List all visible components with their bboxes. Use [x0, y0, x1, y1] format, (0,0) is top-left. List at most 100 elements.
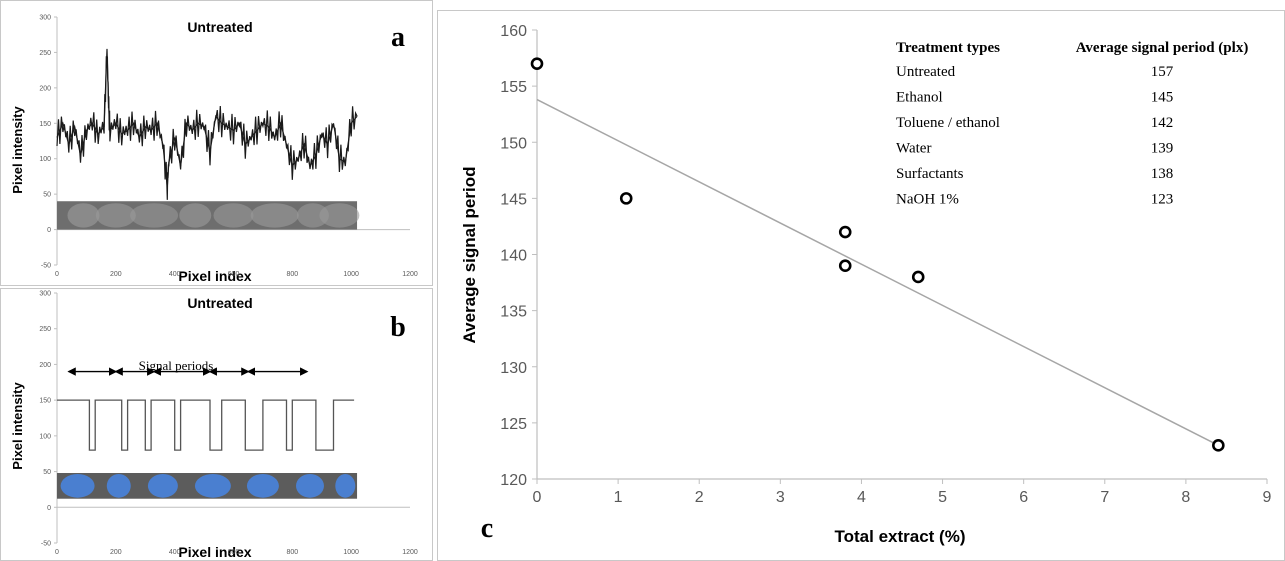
x-tick-label: 9 — [1263, 489, 1272, 506]
panel-a-ylabel: Pixel intensity — [10, 106, 25, 194]
y-tick-label: 150 — [39, 121, 51, 128]
fiber-cell — [95, 203, 136, 228]
panel-a-xlabel: Pixel index — [178, 268, 251, 284]
y-tick-label: 150 — [500, 135, 527, 152]
fiber-cell — [213, 203, 254, 228]
y-tick-label: 140 — [500, 248, 527, 265]
fiber-cell — [250, 203, 299, 228]
y-tick-label: 100 — [39, 433, 51, 440]
y-tick-label: 250 — [39, 326, 51, 333]
table-row-period: 142 — [1151, 115, 1174, 131]
data-point — [911, 270, 925, 284]
y-tick-label: 120 — [500, 472, 527, 489]
x-tick-label: 0 — [55, 271, 59, 278]
table-row-treatment: Toluene / ethanol — [896, 115, 1000, 131]
table-row-period: 138 — [1151, 166, 1174, 182]
panel-c-xlabel: Total extract (%) — [835, 527, 966, 546]
panel-c-ylabel: Average signal period — [460, 167, 479, 344]
x-tick-label: 400 — [169, 271, 181, 278]
panel-a-border — [0, 0, 433, 286]
fiber-cell — [179, 203, 212, 228]
panel-a: Untreated a Pixel index Pixel intensity … — [10, 15, 418, 285]
x-tick-label: 600 — [228, 271, 240, 278]
data-point — [1212, 439, 1225, 452]
panel-b-border — [0, 288, 433, 561]
y-tick-label: 125 — [500, 416, 527, 433]
x-tick-label: 8 — [1181, 489, 1190, 506]
x-tick-label: 0 — [533, 489, 542, 506]
x-tick-label: 5 — [938, 489, 947, 506]
table-row-treatment: Surfactants — [896, 166, 964, 182]
y-tick-label: 300 — [39, 291, 51, 298]
fiber-cell — [130, 203, 179, 228]
data-point — [530, 57, 544, 70]
x-tick-label: 600 — [228, 549, 240, 556]
panel-b-letter: b — [390, 312, 406, 343]
fiber-cell-blue — [106, 474, 131, 498]
fiber-cell-blue — [194, 474, 231, 498]
y-tick-label: 100 — [39, 156, 51, 163]
x-tick-label: 200 — [110, 549, 122, 556]
panel-a-title: Untreated — [187, 19, 252, 35]
fiber-cell — [319, 203, 360, 228]
y-tick-label: 130 — [500, 360, 527, 377]
table-row-treatment: Water — [896, 141, 931, 157]
panel-b-xlabel: Pixel index — [178, 544, 251, 560]
x-tick-label: 6 — [1019, 489, 1028, 506]
x-tick-label: 2 — [695, 489, 704, 506]
y-tick-label: 50 — [43, 469, 51, 476]
panel-b-title: Untreated — [187, 295, 252, 311]
fiber-cell — [296, 203, 329, 228]
data-point — [838, 225, 852, 239]
y-tick-label: 300 — [39, 15, 51, 22]
x-tick-label: 4 — [857, 489, 866, 506]
fiber-cell-blue — [60, 474, 95, 498]
y-tick-label: 145 — [500, 191, 527, 208]
fiber-cell — [67, 203, 100, 228]
table-row-period: 157 — [1151, 64, 1174, 80]
x-tick-label: 7 — [1100, 489, 1109, 506]
x-tick-label: 0 — [55, 549, 59, 556]
x-tick-label: 800 — [286, 271, 298, 278]
table-row-treatment: NaOH 1% — [896, 192, 959, 208]
data-point — [838, 259, 852, 273]
y-tick-label: 200 — [39, 85, 51, 92]
table-row-treatment: Untreated — [896, 64, 956, 80]
panel-b-ylabel: Pixel intensity — [10, 382, 25, 470]
panel-c-letter: c — [481, 513, 493, 544]
fiber-cell-blue — [147, 474, 178, 498]
table-row-period: 145 — [1151, 90, 1174, 106]
pixel-intensity-signal — [56, 56, 358, 200]
table-row-period: 139 — [1151, 141, 1174, 157]
y-tick-label: 0 — [47, 505, 51, 512]
panel-c: c Total extract (%) Average signal perio… — [460, 23, 1272, 546]
data-point — [619, 192, 633, 205]
table-header-period: Average signal period (plx) — [1076, 40, 1249, 56]
table-row-treatment: Ethanol — [896, 90, 943, 106]
y-tick-label: 50 — [43, 192, 51, 199]
x-tick-label: 1 — [614, 489, 623, 506]
square-wave-signal — [57, 399, 355, 451]
panel-b: Untreated b Signal periods Pixel index P… — [10, 291, 418, 561]
y-tick-label: -50 — [41, 263, 51, 270]
y-tick-label: 0 — [47, 227, 51, 234]
y-tick-label: 155 — [500, 79, 527, 96]
x-tick-label: 1200 — [402, 271, 418, 278]
x-tick-label: 1200 — [402, 549, 418, 556]
panel-b-annotation: Signal periods — [139, 358, 214, 373]
y-tick-label: 200 — [39, 362, 51, 369]
fiber-cell-blue — [246, 474, 279, 498]
x-tick-label: 200 — [110, 271, 122, 278]
x-tick-label: 1000 — [343, 271, 359, 278]
pixel-intensity-peak — [56, 48, 358, 188]
x-tick-label: 800 — [286, 549, 298, 556]
y-tick-label: 160 — [500, 23, 527, 40]
x-tick-label: 3 — [776, 489, 785, 506]
y-tick-label: 250 — [39, 50, 51, 57]
y-tick-label: 150 — [39, 398, 51, 405]
trendline — [536, 98, 1219, 446]
table-row-period: 123 — [1151, 192, 1174, 208]
x-tick-label: 400 — [169, 549, 181, 556]
table-header-treatment: Treatment types — [896, 40, 1000, 56]
fiber-cell-blue — [335, 474, 356, 498]
